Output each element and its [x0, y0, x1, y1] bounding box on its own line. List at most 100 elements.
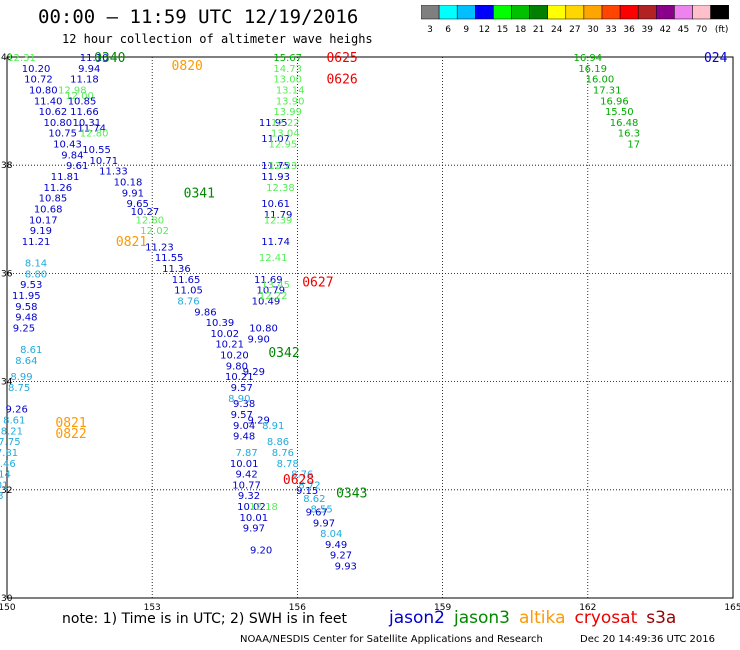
wave-height-point: 9.57 [231, 383, 253, 394]
wave-height-point: 17.31 [593, 85, 622, 96]
colorbar-label: 6 [445, 25, 451, 35]
x-tick-label: 156 [289, 603, 306, 610]
wave-height-point: 10.43 [53, 140, 82, 151]
wave-height-point: 10.49 [252, 296, 281, 307]
wave-height-point: 8.14 [0, 470, 11, 481]
wave-height-point: 12.80 [135, 215, 164, 226]
pass-time-label: 0822 [55, 427, 86, 442]
wave-height-point: 9.48 [233, 432, 255, 443]
wave-height-point: 8.99 [10, 372, 32, 383]
wave-height-point: 8.62 [303, 494, 325, 505]
wave-height-point: 9.42 [235, 470, 257, 481]
wave-height-point: 9.84 [61, 150, 83, 161]
wave-height-point: 11.66 [70, 107, 99, 118]
colorbar-label: 18 [515, 25, 527, 35]
y-tick-label: 34 [1, 378, 13, 388]
colorbar-label: 39 [642, 25, 654, 35]
wave-height-point: 8.64 [15, 356, 37, 367]
pass-time-label: 0626 [326, 73, 357, 88]
colorbar-label: 9 [463, 25, 469, 35]
wave-height-point: 8.14 [25, 259, 47, 270]
colorbar-swatch [710, 5, 729, 20]
wave-height-point: 12.38 [266, 183, 295, 194]
satellite-legend: jason2 jason3 altika cryosat s3a [389, 608, 685, 628]
wave-height-point: 15.50 [605, 107, 634, 118]
wave-height-point: 10.31 [73, 118, 102, 129]
wave-height-point: 11.93 [261, 172, 290, 183]
wave-height-point: 8.21 [1, 426, 23, 437]
wave-height-point: 10.01 [240, 513, 269, 524]
chart-subtitle: 12 hour collection of altimeter wave hei… [62, 32, 373, 46]
wave-height-point: 11.95 [259, 118, 288, 129]
wave-height-point: 11.55 [155, 253, 184, 264]
wave-height-point: 8.61 [3, 415, 25, 426]
colorbar-label: 30 [587, 25, 599, 35]
wave-height-point: 8.86 [267, 437, 289, 448]
wave-height-point: 8.76 [272, 448, 294, 459]
wave-height-point: 9.97 [313, 518, 335, 529]
wave-height-point: 9.58 [15, 302, 37, 313]
chart-title: 00:00 – 11:59 UTC 12/19/2016 [38, 6, 359, 28]
wave-height-point: 7.75 [0, 437, 21, 448]
wave-height-point: 8.80 [25, 269, 47, 280]
pass-time-label: 0342 [268, 346, 299, 361]
colorbar-label: 36 [623, 25, 635, 35]
wave-height-point: 16.19 [578, 64, 607, 75]
wave-height-point: 7.81 [0, 448, 18, 459]
wave-height-point: 17 [627, 140, 640, 151]
wave-height-point: 16.48 [610, 118, 639, 129]
wave-height-point: 10.55 [82, 145, 111, 156]
wave-height-point: 6.33 [0, 491, 4, 502]
wave-height-point: 12.00 [65, 91, 94, 102]
wave-height-point: 16.3 [618, 129, 640, 140]
wave-height-point: 14.73 [273, 64, 302, 75]
wave-height-point: 12.23 [269, 161, 298, 172]
plot-frame [6, 56, 734, 599]
wave-height-point: 10.61 [261, 199, 290, 210]
wave-height-point: 12.39 [264, 215, 293, 226]
colorbar-label: 12 [479, 25, 490, 35]
y-tick-label: 36 [1, 269, 13, 279]
wave-height-point: 10.20 [22, 64, 51, 75]
wave-height-point: 13.45 [261, 280, 290, 291]
wave-height-point: 8.72 [298, 480, 320, 491]
wave-height-point: 8.04 [320, 529, 342, 540]
wave-height-point: 11.21 [22, 237, 51, 248]
wave-height-point: 11.05 [174, 286, 203, 297]
wave-height-point: 12.98 [58, 85, 87, 96]
wave-height-point: 8.75 [8, 383, 30, 394]
wave-height-point: 10.85 [68, 96, 97, 107]
wave-height-point: 9.25 [13, 324, 35, 335]
pass-time-label: 0628 [283, 473, 314, 488]
wave-height-point: 11.79 [264, 210, 293, 221]
wave-height-point: 10.18 [114, 177, 143, 188]
wave-height-point: 10.21 [225, 372, 254, 383]
colorbar-label: 24 [551, 25, 563, 35]
footnote: note: 1) Time is in UTC; 2) SWH is in fe… [62, 611, 348, 627]
wave-height-point: 11.81 [51, 172, 80, 183]
wave-height-point: 10.80 [249, 324, 278, 335]
y-tick-label: 32 [1, 486, 12, 496]
wave-height-point: 9.86 [194, 307, 216, 318]
colorbar-label: 45 [678, 25, 689, 35]
wave-height-point: 11.23 [145, 242, 174, 253]
wave-height-point: 11.33 [99, 167, 128, 178]
wave-height-point: 9.91 [122, 188, 144, 199]
pass-time-label: 0340 [94, 51, 125, 66]
y-tick-label: 40 [1, 53, 13, 63]
colorbar-label: 70 [696, 25, 708, 35]
wave-height-point: 13.90 [276, 96, 305, 107]
wave-height-point: 7.87 [235, 448, 257, 459]
wave-height-point: 10.27 [131, 207, 160, 218]
wave-height-point: 10.79 [256, 286, 285, 297]
wave-height-point: 12.41 [259, 253, 288, 264]
wave-height-point: 11.74 [77, 123, 106, 134]
wave-height-point: 9.20 [250, 545, 272, 556]
wave-height-point: 9.32 [238, 491, 260, 502]
color-scale-bar: 3 6 9 12 15 18 21 24 27 30 33 36 39 42 45 70 (ft) [421, 5, 729, 35]
pass-time-label: 0821 [55, 416, 86, 431]
wave-height-point: 10.80 [43, 118, 72, 129]
legend-entry-jason3: jason3 [454, 608, 510, 628]
wave-height-point: 12.31 [7, 53, 36, 64]
